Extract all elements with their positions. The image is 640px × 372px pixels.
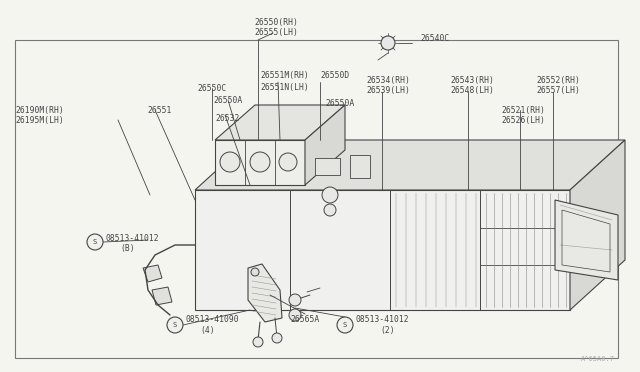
Text: 08513-41012: 08513-41012 (105, 234, 159, 243)
Text: 26550A: 26550A (325, 99, 355, 108)
Text: A^65A0.7: A^65A0.7 (581, 356, 615, 362)
Polygon shape (570, 140, 625, 310)
Circle shape (322, 187, 338, 203)
Circle shape (289, 294, 301, 306)
Polygon shape (195, 190, 570, 310)
Text: 26551M(RH): 26551M(RH) (260, 71, 309, 80)
Text: 26555(LH): 26555(LH) (254, 28, 298, 36)
Polygon shape (215, 105, 345, 140)
Text: 26190M(RH): 26190M(RH) (15, 106, 64, 115)
Circle shape (220, 152, 240, 172)
Polygon shape (350, 155, 370, 178)
Circle shape (250, 152, 270, 172)
Polygon shape (195, 140, 625, 190)
Text: 26550D: 26550D (321, 71, 349, 80)
Polygon shape (315, 158, 340, 175)
Text: 08513-41090: 08513-41090 (185, 315, 239, 324)
Circle shape (337, 317, 353, 333)
Circle shape (253, 337, 263, 347)
Circle shape (381, 36, 395, 50)
Polygon shape (305, 105, 345, 185)
Circle shape (272, 333, 282, 343)
Text: 26551: 26551 (148, 106, 172, 115)
Text: 08513-41012: 08513-41012 (355, 315, 408, 324)
Text: 26550(RH): 26550(RH) (254, 17, 298, 26)
Circle shape (279, 153, 297, 171)
Text: (2): (2) (381, 326, 396, 334)
Polygon shape (248, 264, 282, 322)
Circle shape (167, 317, 183, 333)
Text: 26548(LH): 26548(LH) (450, 86, 494, 94)
Polygon shape (152, 287, 172, 305)
Polygon shape (215, 140, 305, 185)
Text: (B): (B) (121, 244, 135, 253)
Circle shape (289, 309, 301, 321)
Polygon shape (555, 200, 618, 280)
Text: 26195M(LH): 26195M(LH) (15, 115, 64, 125)
Text: 26532: 26532 (216, 113, 240, 122)
Text: (4): (4) (201, 326, 215, 334)
Circle shape (87, 234, 103, 250)
Text: S: S (343, 322, 347, 328)
Text: S: S (93, 239, 97, 245)
Text: 26543(RH): 26543(RH) (450, 76, 494, 84)
Text: 26539(LH): 26539(LH) (366, 86, 410, 94)
Text: 26552(RH): 26552(RH) (536, 76, 580, 84)
Circle shape (251, 268, 259, 276)
Text: 26550A: 26550A (213, 96, 243, 105)
Text: 26534(RH): 26534(RH) (366, 76, 410, 84)
Text: 26526(LH): 26526(LH) (501, 115, 545, 125)
Text: 26557(LH): 26557(LH) (536, 86, 580, 94)
Text: 26550C: 26550C (197, 83, 227, 93)
Text: S: S (173, 322, 177, 328)
Text: 26551N(LH): 26551N(LH) (260, 83, 309, 92)
Text: 26565A: 26565A (291, 315, 319, 324)
Circle shape (324, 204, 336, 216)
Text: 26540C: 26540C (420, 33, 449, 42)
Bar (15, 40, 618, 358)
Polygon shape (143, 265, 162, 282)
Text: 26521(RH): 26521(RH) (501, 106, 545, 115)
